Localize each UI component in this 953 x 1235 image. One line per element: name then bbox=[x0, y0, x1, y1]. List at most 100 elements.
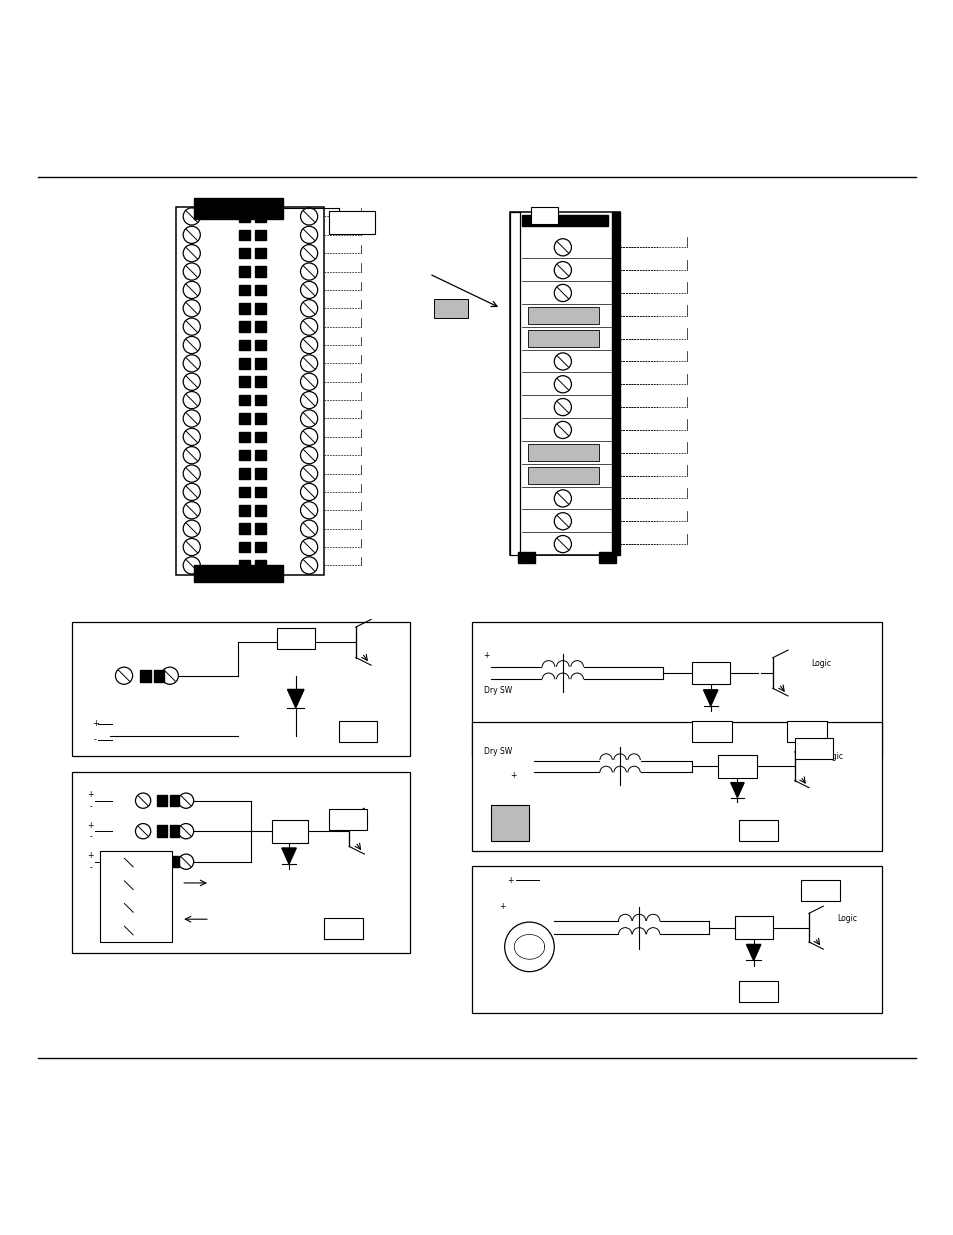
Bar bbox=[238, 414, 250, 424]
Bar bbox=[521, 215, 607, 226]
Bar bbox=[254, 267, 266, 277]
Bar bbox=[254, 487, 266, 498]
Bar bbox=[157, 795, 167, 806]
Bar bbox=[254, 468, 266, 479]
Polygon shape bbox=[702, 690, 718, 706]
Bar bbox=[194, 198, 283, 219]
Bar bbox=[194, 566, 283, 582]
Bar bbox=[157, 856, 167, 867]
Bar bbox=[254, 561, 266, 571]
Bar bbox=[527, 330, 598, 347]
Bar bbox=[739, 820, 777, 841]
Bar bbox=[238, 487, 250, 498]
Bar bbox=[254, 524, 266, 534]
Text: +: + bbox=[507, 876, 513, 884]
Bar bbox=[472, 622, 882, 756]
Bar bbox=[170, 795, 179, 806]
Bar bbox=[238, 267, 250, 277]
Text: +: + bbox=[88, 790, 93, 799]
Bar bbox=[531, 207, 558, 225]
Text: -: - bbox=[90, 832, 91, 841]
Bar bbox=[238, 377, 250, 387]
Bar bbox=[272, 820, 308, 842]
Bar bbox=[254, 230, 266, 240]
Bar bbox=[238, 230, 250, 240]
Bar bbox=[254, 450, 266, 461]
Text: -: - bbox=[90, 802, 91, 811]
Bar bbox=[238, 358, 250, 368]
Bar bbox=[71, 622, 410, 756]
Bar bbox=[238, 468, 250, 479]
Bar bbox=[786, 721, 826, 742]
Bar bbox=[71, 772, 410, 953]
Bar bbox=[801, 881, 839, 902]
Bar bbox=[491, 805, 529, 841]
Text: +: + bbox=[499, 903, 505, 911]
Bar bbox=[472, 722, 882, 851]
Bar bbox=[170, 825, 179, 837]
Bar bbox=[329, 809, 367, 830]
Bar bbox=[517, 552, 535, 563]
Text: Logic: Logic bbox=[837, 914, 857, 923]
Bar bbox=[254, 395, 266, 405]
Text: -: - bbox=[93, 735, 97, 745]
Bar bbox=[254, 303, 266, 314]
Bar bbox=[238, 211, 250, 222]
Bar bbox=[254, 542, 266, 552]
Bar bbox=[238, 285, 250, 295]
Bar bbox=[176, 207, 324, 574]
Bar bbox=[153, 669, 164, 683]
Polygon shape bbox=[287, 689, 304, 708]
Bar bbox=[238, 395, 250, 405]
Bar bbox=[238, 561, 250, 571]
Bar bbox=[157, 825, 167, 837]
Bar bbox=[238, 431, 250, 442]
Bar bbox=[254, 431, 266, 442]
Bar bbox=[510, 212, 619, 556]
Bar bbox=[434, 299, 468, 317]
Bar bbox=[794, 737, 832, 758]
Polygon shape bbox=[730, 783, 743, 798]
Bar bbox=[254, 211, 266, 222]
Bar bbox=[527, 467, 598, 484]
Polygon shape bbox=[281, 848, 296, 864]
Bar bbox=[254, 414, 266, 424]
Bar bbox=[612, 212, 619, 556]
Text: +: + bbox=[88, 821, 93, 830]
Bar bbox=[324, 918, 362, 939]
Bar bbox=[238, 248, 250, 258]
Bar bbox=[238, 542, 250, 552]
Bar bbox=[238, 450, 250, 461]
Bar bbox=[472, 866, 882, 1014]
Bar bbox=[238, 524, 250, 534]
Bar bbox=[598, 552, 616, 563]
Text: +: + bbox=[483, 651, 490, 661]
Bar bbox=[254, 248, 266, 258]
Text: Logic: Logic bbox=[810, 659, 830, 668]
Text: +: + bbox=[91, 719, 99, 729]
Bar bbox=[254, 377, 266, 387]
Text: Dry SW: Dry SW bbox=[483, 747, 512, 756]
Polygon shape bbox=[745, 945, 760, 961]
Bar bbox=[329, 211, 375, 233]
Bar bbox=[140, 669, 151, 683]
Text: Dry SW: Dry SW bbox=[483, 685, 512, 695]
Bar bbox=[718, 755, 756, 778]
Bar bbox=[238, 321, 250, 332]
Text: Logic: Logic bbox=[822, 752, 842, 761]
Text: -: - bbox=[90, 863, 91, 872]
Bar bbox=[338, 721, 376, 742]
Bar bbox=[238, 340, 250, 351]
Bar bbox=[691, 662, 729, 684]
Bar bbox=[691, 721, 731, 742]
Bar bbox=[100, 851, 172, 942]
Bar bbox=[254, 285, 266, 295]
Bar bbox=[527, 445, 598, 462]
Bar bbox=[238, 303, 250, 314]
Bar bbox=[739, 981, 777, 1002]
Text: +: + bbox=[88, 851, 93, 861]
Bar bbox=[254, 358, 266, 368]
Bar bbox=[510, 212, 519, 556]
Bar bbox=[527, 308, 598, 325]
Bar bbox=[170, 856, 179, 867]
